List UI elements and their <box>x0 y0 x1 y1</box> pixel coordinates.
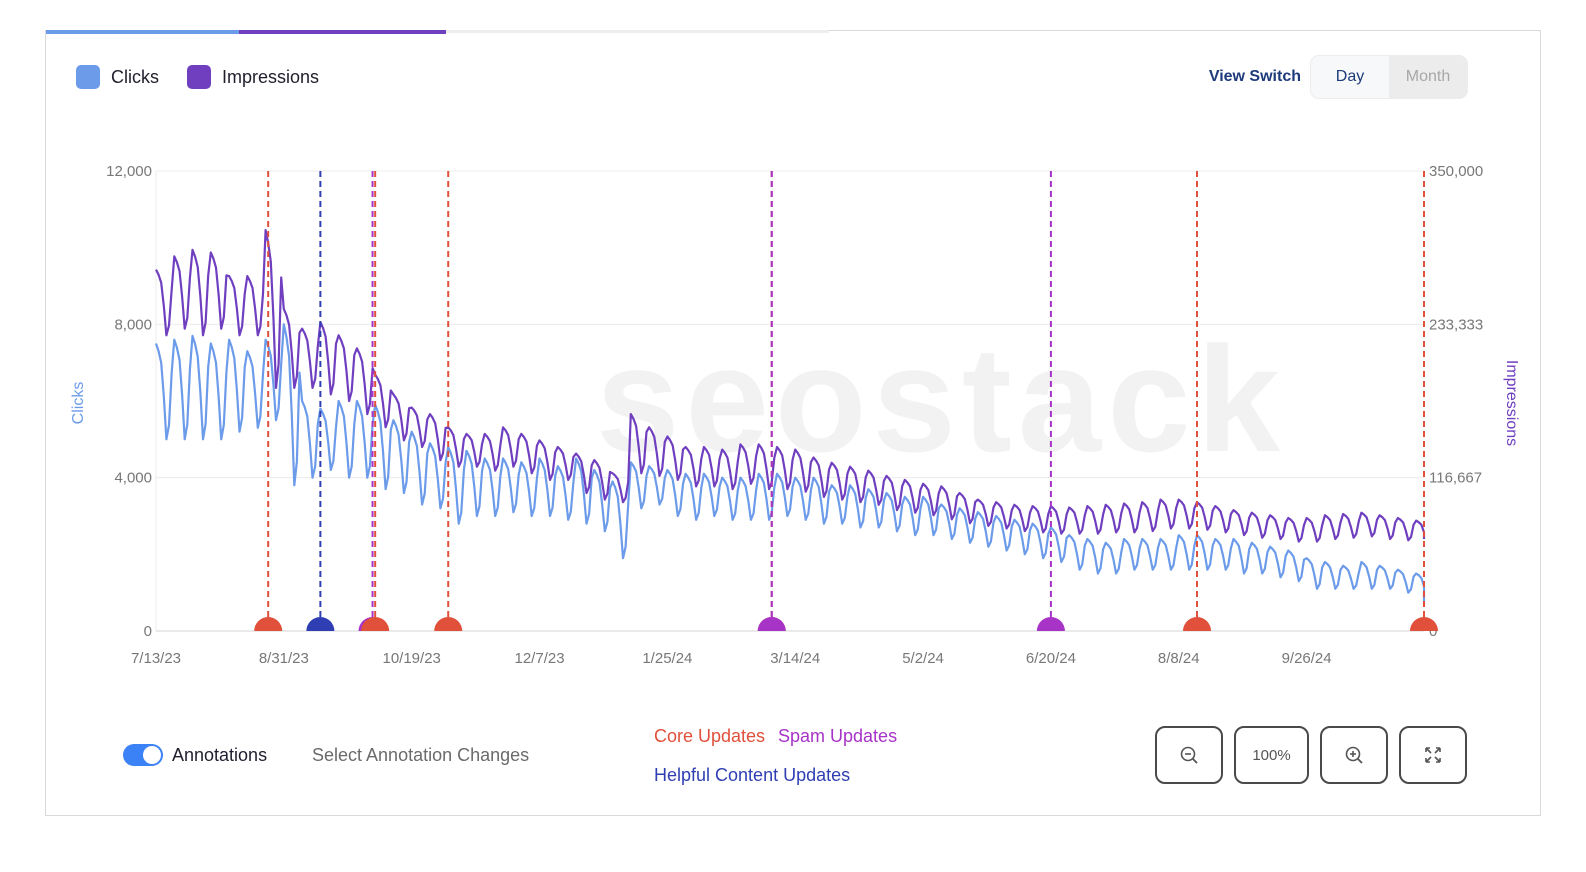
legend-helpful-content-updates[interactable]: Helpful Content Updates <box>654 765 851 785</box>
legend-core-updates[interactable]: Core Updates <box>654 726 766 746</box>
series-lines <box>154 229 1426 605</box>
fullscreen-button[interactable] <box>1399 726 1467 784</box>
legend-label-clicks: Clicks <box>111 66 159 87</box>
view-month-button[interactable]: Month <box>1389 56 1467 98</box>
y-axis-left-ticks: 0 4,000 8,000 12,000 <box>106 163 152 640</box>
progress-segment-clicks <box>46 30 239 34</box>
zoom-level-label: 100% <box>1252 746 1291 764</box>
annotations-toggle-label: Annotations <box>172 744 268 765</box>
annotations-toggle[interactable] <box>123 744 163 766</box>
annotation-lines <box>254 171 1438 631</box>
x-tick-label: 3/14/24 <box>770 650 820 667</box>
y-left-tick-label: 4,000 <box>114 470 152 487</box>
progress-segment-impressions <box>239 30 446 34</box>
clicks-swatch <box>76 65 100 89</box>
view-switch-group: Day Month <box>1311 56 1467 98</box>
y-left-tick-label: 12,000 <box>106 163 152 180</box>
line-chart: seostack 0 4,000 8,000 12,000 0 116,667 233,3… <box>70 163 1520 667</box>
zoom-out-icon <box>1180 746 1198 764</box>
annotation-marker-core[interactable] <box>434 617 463 631</box>
x-tick-label: 7/13/23 <box>131 650 181 667</box>
series-line-impressions <box>155 229 1426 543</box>
annotation-marker-core[interactable] <box>254 617 283 631</box>
x-tick-label: 8/31/23 <box>259 650 309 667</box>
select-annotation-changes[interactable]: Select Annotation Changes <box>312 745 530 765</box>
y-right-tick-label: 350,000 <box>1429 163 1483 180</box>
zoom-out-button[interactable] <box>1155 726 1223 784</box>
x-tick-label: 6/20/24 <box>1026 650 1076 667</box>
toggle-knob <box>143 746 161 764</box>
view-day-button[interactable]: Day <box>1311 56 1389 98</box>
view-switch: View Switch Day Month <box>1209 56 1467 98</box>
x-tick-label: 12/7/23 <box>515 650 565 667</box>
x-tick-label: 8/8/24 <box>1158 650 1200 667</box>
annotation-marker-helpful[interactable] <box>306 617 335 631</box>
fullscreen-icon <box>1425 747 1441 763</box>
legend-item-impressions[interactable]: Impressions <box>187 65 319 89</box>
annotation-marker-core[interactable] <box>1410 617 1438 631</box>
legend-item-clicks[interactable]: Clicks <box>76 65 159 89</box>
legend-spam-updates[interactable]: Spam Updates <box>778 726 898 746</box>
impressions-swatch <box>187 65 211 89</box>
seostack-watermark: seostack <box>596 315 1286 483</box>
y-axis-right-label: Impressions <box>1503 360 1520 446</box>
y-right-tick-label: 233,333 <box>1429 316 1483 333</box>
y-right-tick-label: 0 <box>1429 623 1437 640</box>
zoom-level-button[interactable]: 100% <box>1234 726 1309 784</box>
x-tick-label: 9/26/24 <box>1282 650 1332 667</box>
y-left-tick-label: 0 <box>144 623 152 640</box>
zoom-in-button[interactable] <box>1320 726 1388 784</box>
y-axis-left-label: Clicks <box>70 382 87 425</box>
zoom-in-icon <box>1345 746 1363 764</box>
annotation-marker-core[interactable] <box>361 617 390 631</box>
chart-panel: Clicks Impressions View Switch Day Month… <box>45 30 1541 816</box>
view-switch-label: View Switch <box>1208 68 1301 85</box>
annotations-toggle-group: Annotations <box>123 744 267 766</box>
annotation-marker-spam[interactable] <box>757 617 786 631</box>
svg-text:seostack: seostack <box>596 315 1286 483</box>
x-tick-label: 10/19/23 <box>382 650 440 667</box>
x-tick-label: 5/2/24 <box>902 650 944 667</box>
progress-track <box>446 30 829 33</box>
series-legend: Clicks Impressions <box>76 65 319 89</box>
y-left-tick-label: 8,000 <box>114 316 152 333</box>
y-right-tick-label: 116,667 <box>1429 470 1482 487</box>
y-axis-right-ticks: 0 116,667 233,333 350,000 <box>1429 163 1483 640</box>
annotation-marker-core[interactable] <box>1183 617 1212 631</box>
annotation-marker-spam[interactable] <box>1036 617 1065 631</box>
chart-controls: Annotations Select Annotation Changes Co… <box>46 31 1540 815</box>
series-line-clicks <box>154 323 1426 605</box>
x-tick-label: 1/25/24 <box>642 650 692 667</box>
x-axis-ticks: 7/13/23 8/31/23 10/19/23 12/7/23 1/25/24 3/14… <box>131 650 1332 667</box>
legend-label-impressions: Impressions <box>222 66 320 87</box>
